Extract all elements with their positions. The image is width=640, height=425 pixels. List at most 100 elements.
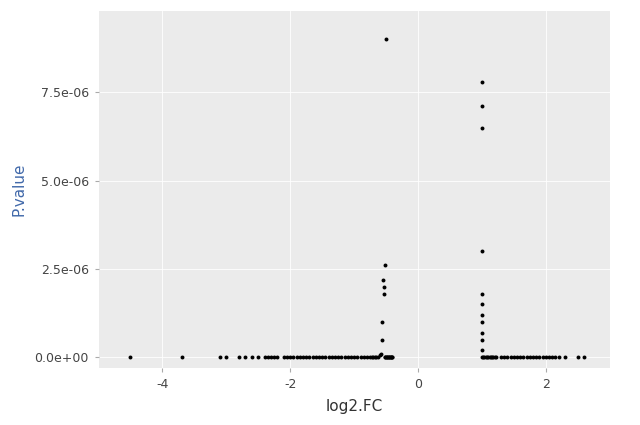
Point	[477, 103, 487, 110]
Point	[371, 354, 381, 361]
Point	[358, 354, 369, 361]
Point	[378, 276, 388, 283]
Point	[579, 354, 589, 361]
Point	[376, 351, 386, 358]
Point	[304, 354, 314, 361]
Point	[307, 354, 317, 361]
Point	[269, 354, 280, 361]
Point	[525, 354, 535, 361]
Point	[352, 354, 362, 361]
Point	[377, 336, 387, 343]
Point	[483, 354, 493, 361]
Point	[310, 354, 321, 361]
Point	[538, 354, 548, 361]
Point	[221, 354, 232, 361]
Point	[376, 318, 387, 325]
Point	[499, 354, 509, 361]
Point	[333, 354, 343, 361]
Point	[528, 354, 538, 361]
Point	[484, 354, 495, 361]
Point	[385, 354, 395, 361]
Point	[266, 354, 276, 361]
Point	[380, 354, 390, 361]
Point	[381, 36, 391, 43]
Point	[355, 354, 365, 361]
Point	[383, 354, 394, 361]
Point	[362, 354, 372, 361]
Point	[479, 354, 490, 361]
Point	[346, 354, 356, 361]
Point	[339, 354, 349, 361]
Point	[381, 354, 392, 361]
Point	[278, 354, 289, 361]
Point	[550, 354, 561, 361]
Point	[477, 301, 487, 308]
Point	[382, 354, 392, 361]
Point	[477, 329, 487, 336]
Point	[477, 318, 487, 325]
Point	[496, 354, 506, 361]
Point	[330, 354, 340, 361]
Point	[486, 354, 496, 361]
Point	[477, 312, 487, 318]
Point	[477, 347, 487, 354]
Point	[522, 354, 532, 361]
Point	[301, 354, 311, 361]
Point	[125, 354, 136, 361]
Point	[288, 354, 298, 361]
Point	[323, 354, 333, 361]
Point	[512, 354, 522, 361]
Point	[273, 354, 283, 361]
Point	[573, 354, 583, 361]
Point	[387, 354, 397, 361]
Point	[368, 354, 378, 361]
X-axis label: log2.FC: log2.FC	[326, 399, 383, 414]
Point	[531, 354, 541, 361]
Point	[317, 354, 327, 361]
Point	[502, 354, 513, 361]
Point	[518, 354, 529, 361]
Point	[491, 354, 501, 361]
Point	[477, 248, 487, 255]
Point	[342, 354, 353, 361]
Point	[215, 354, 225, 361]
Point	[515, 354, 525, 361]
Point	[560, 354, 570, 361]
Point	[488, 354, 499, 361]
Point	[478, 354, 488, 361]
Point	[234, 354, 244, 361]
Point	[477, 290, 487, 297]
Point	[477, 78, 487, 85]
Point	[320, 354, 330, 361]
Y-axis label: P.value: P.value	[11, 163, 26, 216]
Point	[336, 354, 346, 361]
Point	[547, 354, 557, 361]
Point	[385, 354, 396, 361]
Point	[260, 354, 270, 361]
Point	[554, 354, 564, 361]
Point	[387, 354, 397, 361]
Point	[477, 354, 487, 361]
Point	[177, 354, 187, 361]
Point	[253, 354, 264, 361]
Point	[477, 336, 487, 343]
Point	[380, 354, 390, 361]
Point	[282, 354, 292, 361]
Point	[481, 354, 491, 361]
Point	[367, 354, 377, 361]
Point	[241, 354, 251, 361]
Point	[477, 124, 487, 131]
Point	[378, 283, 388, 290]
Point	[506, 354, 516, 361]
Point	[326, 354, 337, 361]
Point	[487, 354, 497, 361]
Point	[386, 354, 396, 361]
Point	[383, 354, 393, 361]
Point	[381, 354, 391, 361]
Point	[291, 354, 301, 361]
Point	[544, 354, 554, 361]
Point	[247, 354, 257, 361]
Point	[349, 354, 359, 361]
Point	[374, 352, 385, 359]
Point	[263, 354, 273, 361]
